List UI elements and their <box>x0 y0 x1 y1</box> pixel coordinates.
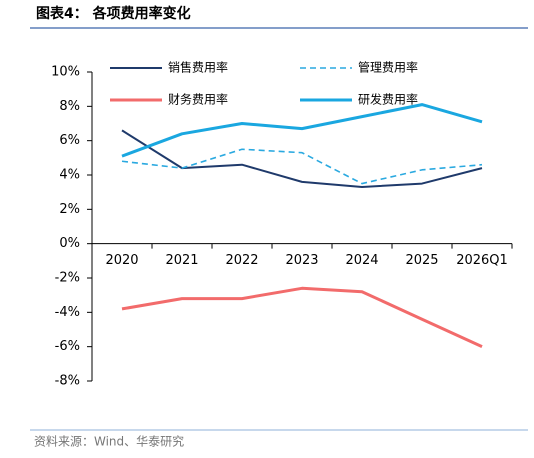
x-tick-label: 2024 <box>345 253 378 268</box>
y-tick-label: 6% <box>59 133 80 148</box>
y-tick-label: -8% <box>55 374 80 389</box>
series-line <box>121 286 483 349</box>
y-tick-label: 4% <box>59 168 80 183</box>
legend-label: 销售费用率 <box>168 60 228 75</box>
x-tick-label: 2023 <box>285 253 318 268</box>
x-tick-label: 2021 <box>165 253 198 268</box>
y-tick-label: 10% <box>51 65 80 80</box>
legend-label: 财务费用率 <box>168 92 228 107</box>
x-tick-label: 2026Q1 <box>456 253 508 268</box>
y-tick-label: -4% <box>55 305 80 320</box>
x-tick-label: 2025 <box>405 253 438 268</box>
x-tick-label: 2022 <box>225 253 258 268</box>
y-tick-label: 2% <box>59 202 80 217</box>
y-tick-label: -6% <box>55 339 80 354</box>
y-tick-label: -2% <box>55 271 80 286</box>
y-tick-label: 0% <box>59 236 80 251</box>
y-tick-label: 8% <box>59 99 80 114</box>
series-line <box>121 148 483 185</box>
series-line <box>121 103 483 158</box>
series-line <box>121 129 483 189</box>
figure-title: 图表4： 各项费用率变化 <box>36 5 191 22</box>
x-tick-label: 2020 <box>105 253 138 268</box>
legend-label: 研发费用率 <box>358 92 418 107</box>
legend-label: 管理费用率 <box>358 60 418 75</box>
source: 资料来源：Wind、华泰研究 <box>34 434 184 449</box>
